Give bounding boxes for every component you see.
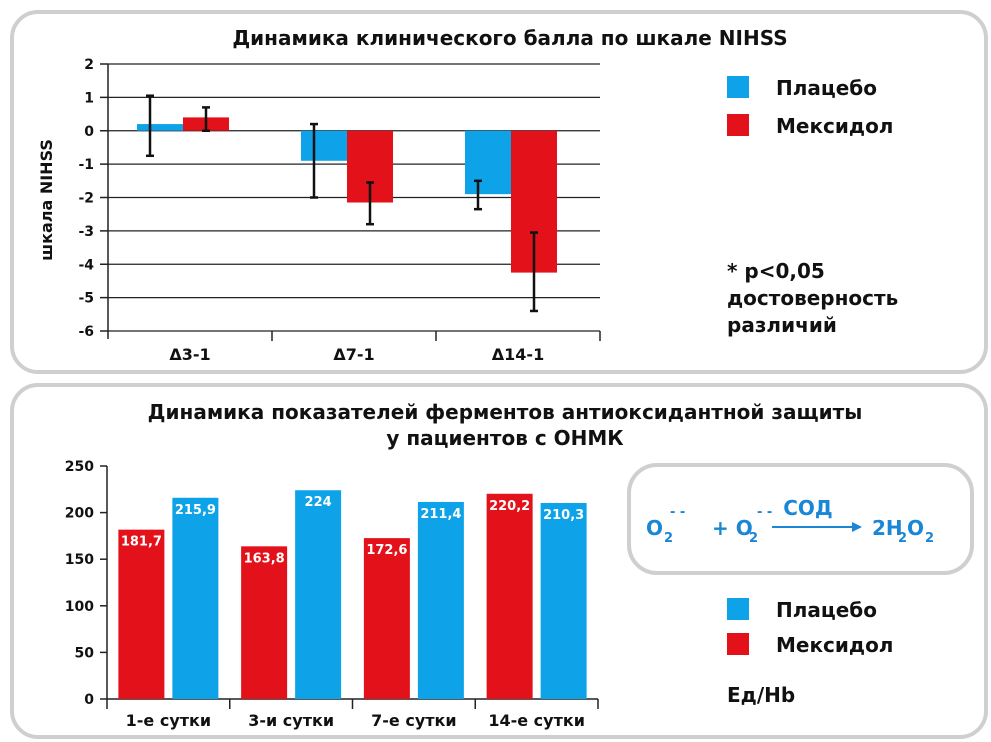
significance-note-1: * p<0,05 bbox=[727, 259, 825, 283]
chart2-bar-mexidol bbox=[118, 529, 165, 699]
formula-sub-c: 2 bbox=[898, 531, 907, 546]
chart2-subtitle: у пациентов с ОНМК bbox=[386, 426, 624, 450]
chart1-y-tick-label: 2 bbox=[84, 57, 94, 73]
legend-placebo-label: Плацебо bbox=[776, 76, 877, 100]
legend-mexidol-swatch bbox=[727, 114, 749, 136]
chart2-y-tick-label: 200 bbox=[65, 506, 94, 522]
chart1-y-axis-label: шкала NIHSS bbox=[37, 139, 56, 261]
chart1-y-tick-label: -1 bbox=[78, 157, 94, 173]
formula-product-b: O bbox=[907, 516, 924, 540]
formula-sup-b: - - bbox=[757, 505, 772, 520]
chart1-bar-placebo bbox=[465, 130, 511, 195]
formula-sub-d: 2 bbox=[925, 531, 934, 546]
chart2-data-label: 210,3 bbox=[543, 508, 584, 523]
formula-product-a: 2H bbox=[872, 516, 903, 540]
formula-arrow-head bbox=[852, 522, 862, 532]
chart2-y-tick-label: 150 bbox=[65, 552, 94, 568]
chart1-y-tick-label: -4 bbox=[78, 257, 94, 273]
formula-sup-a: - - bbox=[670, 505, 685, 520]
legend2-mexidol-swatch bbox=[727, 633, 749, 655]
chart2-bar-mexidol bbox=[363, 538, 410, 699]
chart1-y-tick-label: 1 bbox=[84, 90, 94, 106]
chart2-data-label: 215,9 bbox=[175, 503, 216, 518]
chart2-x-tick-label: 14-е сутки bbox=[488, 711, 585, 730]
chart2-plot: 250 200 150 100 50 0 1-е сутки 3-и сутки 7-е сут… bbox=[65, 459, 599, 730]
formula-sub-a: 2 bbox=[664, 531, 673, 546]
chart2-data-label: 220,2 bbox=[489, 499, 530, 514]
chart2-y-tick-label: 250 bbox=[65, 459, 94, 475]
formula-sub-b: 2 bbox=[749, 531, 758, 546]
chart2-data-label: 211,4 bbox=[420, 507, 461, 522]
formula-box bbox=[627, 463, 974, 575]
chart1-y-tick-label: -2 bbox=[78, 191, 94, 207]
chart1-y-tick-label: 0 bbox=[84, 124, 94, 140]
chart1-plot: 2 1 0 -1 -2 -3 -4 -5 -6 Δ3-1 Δ7-1 Δ14-1 bbox=[78, 57, 601, 364]
chart2-x-tick-label: 1-е сутки bbox=[126, 711, 211, 730]
chart2-bar-mexidol bbox=[486, 493, 533, 699]
chart2-y-tick-label: 0 bbox=[84, 692, 94, 708]
chart2-bar-placebo bbox=[417, 501, 464, 699]
legend2-placebo-swatch bbox=[727, 598, 749, 620]
chart1-x-tick-label: Δ3-1 bbox=[169, 345, 210, 364]
chart1-bar-placebo bbox=[137, 124, 183, 131]
chart1-y-tick-label: -6 bbox=[78, 324, 94, 340]
chart2-x-tick-label: 3-и сутки bbox=[248, 711, 334, 730]
legend-mexidol-label: Мексидол bbox=[776, 114, 893, 138]
chart2-bar-mexidol bbox=[241, 546, 288, 699]
chart1-y-tick-label: -5 bbox=[78, 291, 94, 307]
chart1-y-tick-label: -3 bbox=[78, 224, 94, 240]
significance-note-2: достоверность bbox=[727, 286, 898, 310]
chart1-title: Динамика клинического балла по шкале NIH… bbox=[232, 26, 787, 50]
formula-o2-a: O bbox=[646, 516, 663, 540]
legend2-placebo-label: Плацебо bbox=[776, 598, 877, 622]
chart2-data-label: 163,8 bbox=[244, 551, 285, 566]
chart1-x-tick-label: Δ14-1 bbox=[492, 345, 544, 364]
significance-note-3: различий bbox=[727, 313, 837, 337]
chart2-data-label: 224 bbox=[305, 495, 332, 510]
chart2-bar-placebo bbox=[172, 497, 219, 699]
chart2-y-tick-label: 50 bbox=[75, 645, 95, 661]
chart2-bar-placebo bbox=[540, 503, 587, 699]
chart1-bar-placebo bbox=[301, 130, 347, 161]
chart2-data-label: 181,7 bbox=[121, 535, 162, 550]
chart2-x-tick-label: 7-е сутки bbox=[371, 711, 456, 730]
unit-label: Ед/Hb bbox=[727, 683, 795, 707]
chart2-title: Динамика показателей ферментов антиоксид… bbox=[148, 400, 863, 424]
legend-placebo-swatch bbox=[727, 76, 749, 98]
formula-plus-o2: + O bbox=[712, 516, 753, 540]
legend2-mexidol-label: Мексидол bbox=[776, 633, 893, 657]
chart1-x-tick-label: Δ7-1 bbox=[333, 345, 374, 364]
chart2-y-tick-label: 100 bbox=[65, 599, 94, 615]
reaction-formula: O 2 - - + O 2 - - СОД 2H 2 O 2 bbox=[646, 496, 934, 546]
formula-enzyme: СОД bbox=[783, 496, 833, 520]
chart2-data-label: 172,6 bbox=[366, 543, 407, 558]
chart2-bar-placebo bbox=[295, 490, 342, 699]
